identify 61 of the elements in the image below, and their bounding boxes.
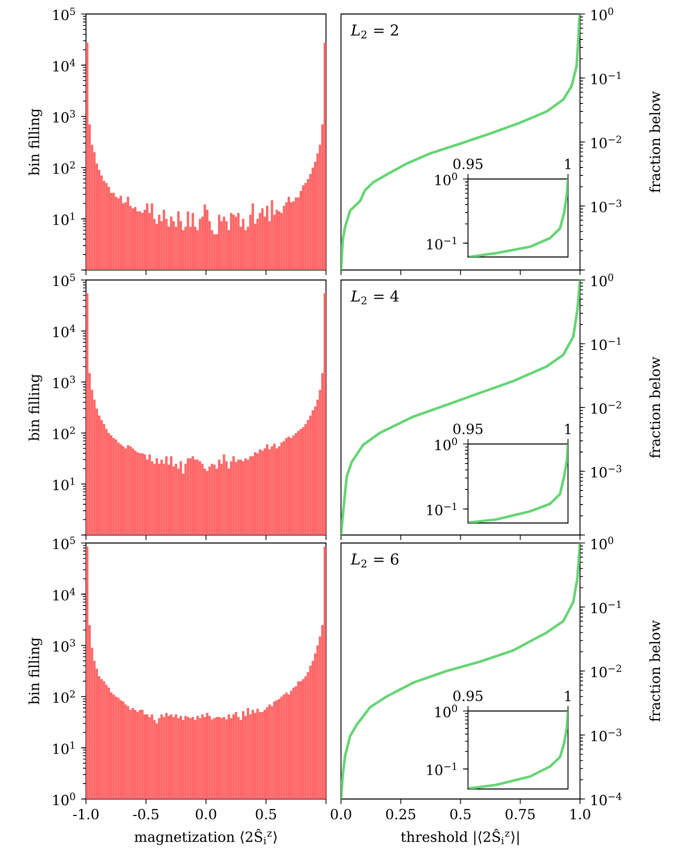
- y-tick-label: 10$^{−1}$: [592, 337, 621, 350]
- x-tick-label: 0.95: [453, 424, 482, 434]
- y-tick-label: 10$^{−1}$: [427, 502, 456, 516]
- x-tick-label: 0.0: [330, 808, 352, 820]
- x-tick-label: 1.0: [570, 808, 590, 820]
- y-tick-label: 10$^{−1}$: [592, 600, 621, 614]
- x-tick-label: 1: [565, 158, 570, 170]
- x-axis-title: threshold |⟨2Ŝ$_{i}$$^{z}$⟩|: [400, 828, 519, 846]
- y-tick-label: 10$^{0}$: [435, 704, 458, 718]
- x-tick-label: 0.0: [196, 808, 216, 820]
- y-tick-label: 10$^{−1}$: [592, 72, 621, 84]
- y-axis-title: fraction below: [649, 620, 660, 722]
- x-tick-label: 0.95: [453, 158, 482, 170]
- y-tick-label: 10$^{0}$: [435, 438, 458, 450]
- y-tick-label: 10$^{1}$: [53, 212, 74, 226]
- x-tick-label: 1: [565, 424, 570, 434]
- y-tick-label: 10$^{3}$: [53, 376, 75, 388]
- y-tick-label: 10$^{0}$: [592, 8, 614, 20]
- y-tick-label: 10$^{1}$: [53, 478, 74, 490]
- y-tick-label: 10$^{3}$: [53, 639, 75, 652]
- y-tick-label: 10$^{5}$: [53, 8, 75, 20]
- y-axis-title: bin filling: [28, 638, 42, 704]
- y-tick-label: 10$^{5}$: [53, 274, 75, 286]
- y-tick-label: 10$^{−4}$: [592, 792, 622, 806]
- y-tick-label: 10$^{−1}$: [427, 762, 456, 776]
- y-tick-label: 10$^{2}$: [53, 426, 75, 440]
- x-tick-label: -0.5: [133, 808, 158, 820]
- y-tick-label: 10$^{0}$: [435, 172, 458, 186]
- y-axis-title: fraction below: [649, 356, 660, 458]
- y-axis-title: fraction below: [649, 91, 660, 192]
- y-axis-title: bin filling: [28, 374, 42, 441]
- y-tick-label: 10$^{−3}$: [592, 464, 622, 478]
- y-tick-label: 10$^{−1}$: [427, 236, 456, 250]
- annotation: L$_{2}$ = 2: [350, 24, 398, 38]
- x-tick-label: 0.5: [450, 808, 471, 820]
- x-tick-label: 1: [565, 690, 570, 702]
- y-tick-label: 10$^{0}$: [592, 274, 614, 286]
- x-tick-label: 0.25: [386, 808, 416, 820]
- x-axis-title: magnetization ⟨2Ŝ$_{i}$$^{z}$⟩: [134, 828, 277, 845]
- y-tick-label: 10$^{2}$: [53, 161, 75, 174]
- annotation: L$_{2}$ = 4: [350, 290, 399, 304]
- x-tick-label: 0.95: [453, 690, 482, 702]
- y-tick-label: 10$^{4}$: [53, 58, 76, 72]
- y-tick-label: 10$^{5}$: [53, 536, 75, 550]
- annotation: L$_{2}$ = 6: [350, 553, 398, 568]
- y-tick-label: 10$^{0}$: [592, 536, 614, 550]
- y-tick-label: 10$^{0}$: [53, 792, 76, 806]
- y-tick-label: 10$^{−2}$: [592, 401, 622, 414]
- y-tick-label: 10$^{1}$: [53, 741, 74, 754]
- y-tick-label: 10$^{−2}$: [592, 136, 622, 148]
- y-tick-label: 10$^{4}$: [53, 588, 76, 601]
- x-tick-label: 0.5: [256, 808, 276, 820]
- y-tick-label: 10$^{3}$: [53, 110, 75, 123]
- y-tick-label: 10$^{2}$: [53, 690, 75, 703]
- y-tick-label: 10$^{−3}$: [592, 200, 622, 212]
- x-tick-label: 0.75: [506, 808, 535, 820]
- y-tick-label: 10$^{4}$: [53, 324, 76, 338]
- y-axis-title: bin filling: [28, 108, 42, 176]
- y-tick-label: 10$^{−2}$: [592, 664, 622, 678]
- x-tick-label: -1.0: [73, 808, 99, 820]
- y-tick-label: 10$^{−3}$: [592, 728, 622, 742]
